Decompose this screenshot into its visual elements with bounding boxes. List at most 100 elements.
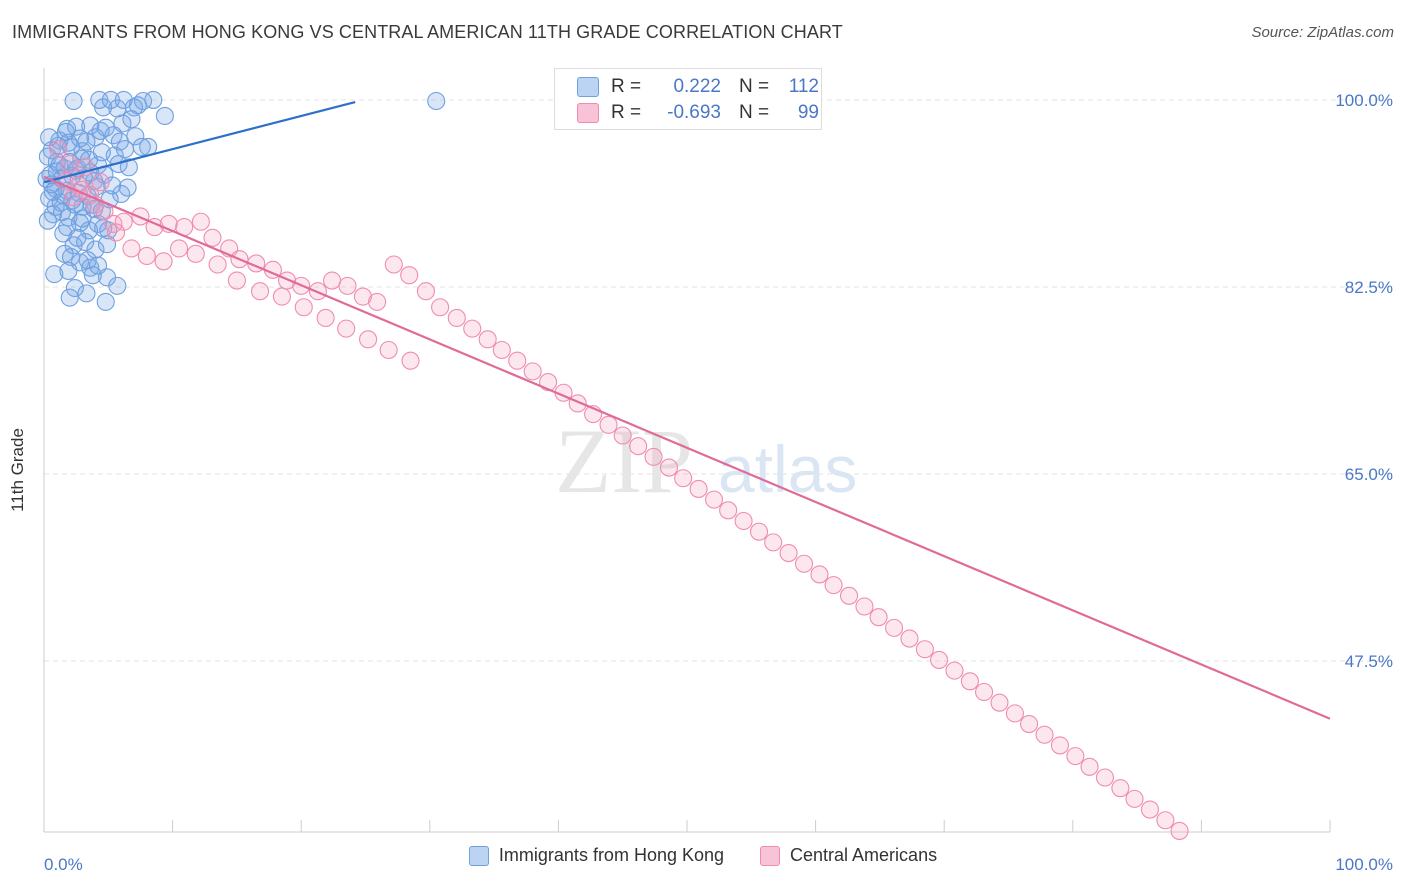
data-point (77, 284, 96, 303)
data-point (779, 544, 798, 563)
data-point (689, 479, 708, 498)
data-point (478, 330, 497, 349)
data-point (659, 458, 679, 477)
r-value: 0.222 (673, 76, 721, 97)
grid-lines (44, 99, 1392, 662)
data-point (353, 287, 372, 306)
r-label: R = (611, 102, 642, 123)
data-point (990, 693, 1009, 712)
data-point (1170, 821, 1189, 840)
data-point (1020, 715, 1039, 734)
data-point (106, 223, 126, 242)
data-point (1125, 789, 1144, 808)
n-value: 99 (797, 102, 819, 123)
data-point (43, 182, 63, 201)
data-point (644, 447, 663, 466)
data-point (1035, 725, 1054, 744)
x-tick-label: 0.0% (44, 855, 83, 874)
data-point (65, 195, 84, 214)
data-point (1050, 736, 1069, 755)
data-point (900, 629, 919, 648)
n-value: 112 (788, 76, 819, 97)
data-point (1005, 704, 1024, 723)
data-point (379, 340, 398, 360)
data-point (930, 650, 949, 669)
stats-row-hong-kong: R = 0.222 N = 112 (577, 74, 819, 100)
data-point (49, 140, 68, 159)
trend-line (43, 100, 356, 184)
data-point (368, 292, 387, 311)
data-point (400, 266, 419, 285)
data-point (734, 511, 753, 531)
data-point (431, 298, 450, 317)
y-tick-label: 82.5% (1345, 278, 1393, 297)
data-point (749, 522, 769, 541)
r-value: -0.693 (667, 102, 721, 123)
data-point (523, 362, 542, 381)
chart-title: IMMIGRANTS FROM HONG KONG VS CENTRAL AME… (12, 22, 843, 42)
legend-swatch-pink (760, 845, 781, 866)
legend-label: Immigrants from Hong Kong (498, 845, 725, 865)
data-point (338, 276, 357, 295)
data-point (70, 129, 90, 148)
data-point (118, 178, 137, 197)
data-point (599, 415, 618, 434)
data-point (65, 278, 84, 298)
data-point (104, 126, 123, 145)
y-tick-label: 65.0% (1345, 465, 1393, 484)
data-point (316, 308, 335, 327)
data-point (112, 184, 131, 204)
data-point (855, 597, 874, 616)
data-point (294, 298, 313, 317)
data-point (613, 426, 632, 445)
x-tick-labels: 0.0% 100.0% (44, 855, 1393, 874)
data-point (492, 340, 511, 360)
data-point (960, 672, 979, 691)
stats-swatch-blue (577, 77, 599, 97)
data-point (137, 246, 156, 266)
data-point (169, 239, 189, 258)
data-point (59, 261, 78, 280)
data-point (155, 106, 174, 126)
data-point (323, 271, 342, 290)
legend-swatch-blue (468, 845, 489, 866)
data-point (764, 533, 783, 552)
data-point (447, 308, 466, 327)
data-point (945, 661, 964, 680)
data-point (629, 437, 648, 456)
data-point (884, 618, 904, 637)
watermark-atlas: atlas (718, 432, 857, 506)
legend-label: Central Americans (790, 845, 938, 865)
data-point (250, 282, 270, 301)
y-tick-labels: 47.5% 65.0% 82.5% 100.0% (1335, 91, 1393, 671)
legend-item-hong-kong[interactable]: Immigrants from Hong Kong (468, 845, 725, 866)
data-point (60, 154, 79, 174)
r-label: R = (611, 76, 642, 97)
data-point (119, 158, 138, 177)
n-label: N = (739, 76, 770, 97)
legend-item-central-americans[interactable]: Central Americans (760, 845, 937, 866)
data-point (96, 292, 115, 311)
data-point (674, 469, 693, 488)
data-point (73, 209, 92, 228)
data-point (401, 351, 420, 370)
data-point (508, 351, 527, 370)
data-point (38, 211, 57, 230)
data-point (72, 149, 91, 168)
stats-swatch-pink (577, 103, 599, 123)
data-point (384, 255, 403, 274)
data-point (108, 276, 127, 295)
data-point (810, 565, 829, 584)
axes (43, 68, 1331, 833)
data-point (128, 96, 147, 115)
data-point (67, 117, 86, 136)
data-point (208, 255, 227, 274)
data-point (704, 490, 724, 509)
data-point (359, 330, 378, 349)
legend: Immigrants from Hong Kong Central Americ… (0, 845, 1406, 866)
data-point (1156, 811, 1175, 830)
data-point (186, 244, 205, 263)
data-point (154, 252, 173, 271)
data-point (463, 319, 482, 338)
